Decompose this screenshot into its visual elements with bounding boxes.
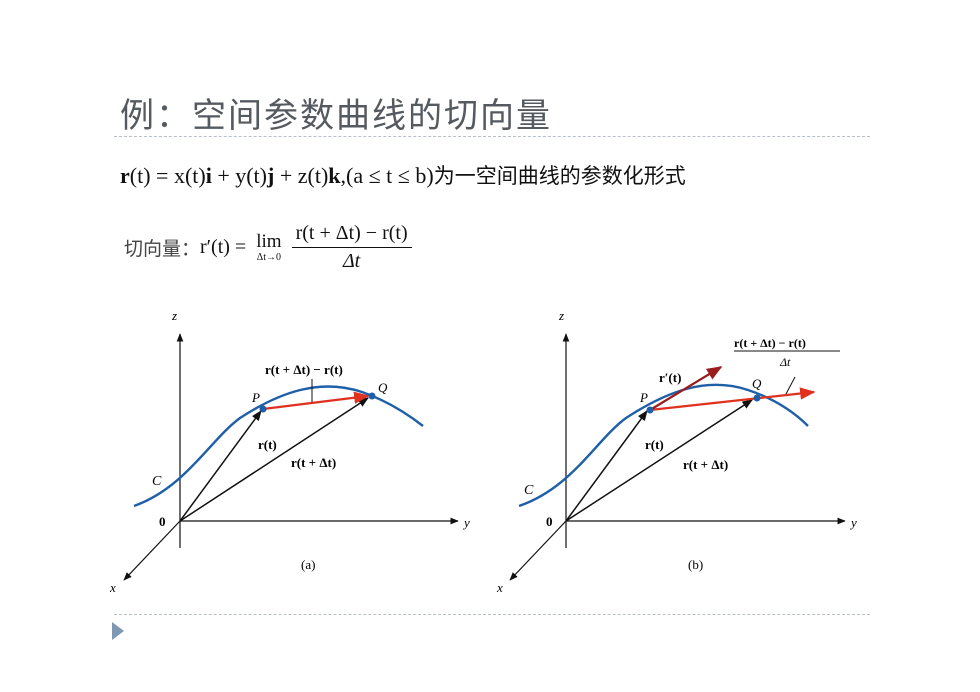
origin-label-a: 0 [159,514,166,529]
rt-label-a: r(t) [258,437,277,452]
frac-den-label-b: Δt [779,355,791,369]
caption-a: (a) [301,557,315,572]
rtdt-label-b: r(t + Δt) [683,457,728,472]
x-label-a: x [109,580,116,595]
caption-b: (b) [688,557,703,572]
frac-num-label-b: r(t + Δt) − r(t) [734,336,806,350]
curve-label-b: C [524,483,534,498]
point-p-b [646,406,654,414]
curve-b [518,383,809,508]
curve-label-a: C [152,474,162,489]
tangent-formula: 切向量：r′(t) = lim Δt→0 r(t + Δt) − r(t) Δt [124,222,412,273]
figure-b: z y x 0 C P Q r′(t) r(t + Δt) − r(t) Δt … [496,308,857,595]
y-label-b: y [849,515,857,530]
origin-label-b: 0 [546,514,553,529]
p-label-a: P [251,390,260,405]
play-triangle-icon [112,622,124,640]
rtdt-label-a: r(t + Δt) [291,455,336,470]
limit-operator: lim Δt→0 [256,230,282,263]
x-axis-a [123,520,181,581]
rt-label-b: r(t) [645,437,664,452]
vector-rt-b [565,410,648,522]
secant-vector-b [649,387,816,412]
deriv-label-b: r′(t) [659,370,681,385]
q-label-a: Q [378,380,388,395]
secant-vector-a [262,391,370,411]
frac-label-leader-b [785,376,796,395]
point-q-a [368,392,376,400]
curve-a [133,385,424,508]
vector-rtdt-a [179,397,369,522]
title-divider [114,136,870,137]
y-label-a: y [462,515,470,530]
figure-a: z y x 0 C P Q r(t + Δt) − r(t) r(t) r(t … [109,308,470,595]
vector-rt-a [179,410,262,522]
point-q-b [753,394,761,402]
footer-divider [114,614,870,615]
tangent-lhs: r′(t) = [200,236,247,258]
x-label-b: x [496,580,503,595]
quotient-denominator: Δt [342,250,361,272]
quotient-numerator: r(t + Δt) − r(t) [291,222,412,248]
q-label-b: Q [752,376,762,391]
z-label-b: z [558,308,564,323]
difference-quotient: r(t + Δt) − r(t) Δt [291,222,412,273]
tangent-label: 切向量： [124,238,201,260]
vector-rtdt-b [565,399,753,522]
point-p-a [259,405,267,413]
z-label-a: z [171,308,177,323]
parametric-formula: r(t) = x(t)i + y(t)j + z(t)k,(a ≤ t ≤ b)… [120,163,686,188]
page-title: 例：空间参数曲线的切向量 [120,96,552,136]
x-axis-b [509,520,567,581]
diff-label-a: r(t + Δt) − r(t) [265,362,343,377]
tangent-vector-b [649,366,723,411]
p-label-b: P [639,390,648,405]
